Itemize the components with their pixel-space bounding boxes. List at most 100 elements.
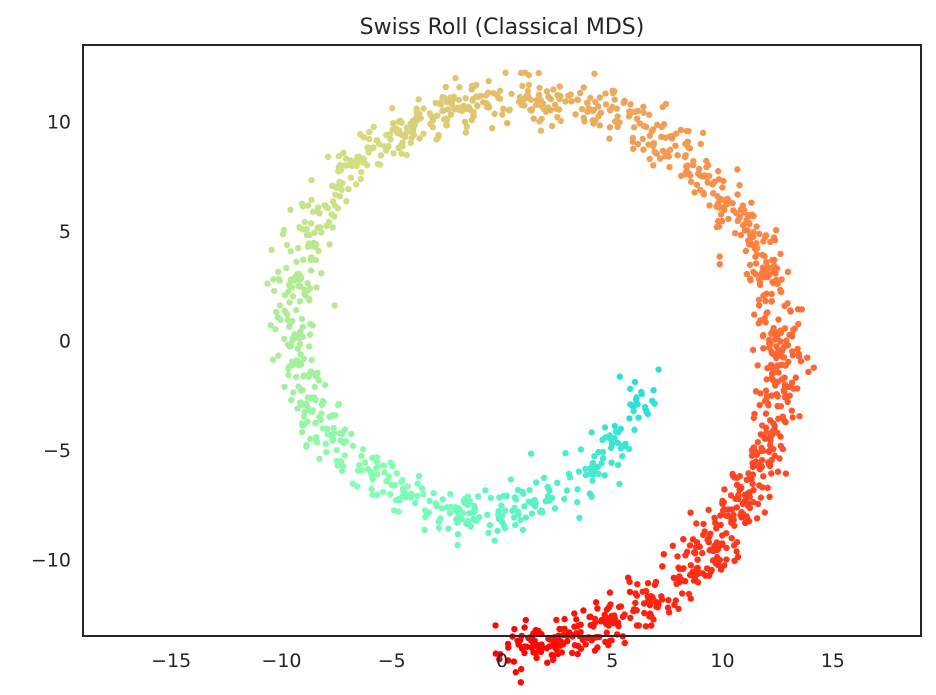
scatter-point (550, 86, 557, 93)
scatter-point (630, 145, 637, 152)
scatter-point (312, 396, 319, 404)
scatter-point (482, 92, 490, 99)
scatter-point (630, 408, 637, 415)
scatter-point (316, 455, 323, 463)
scatter-point (454, 542, 461, 549)
scatter-point (636, 120, 643, 127)
scatter-point (606, 589, 614, 596)
scatter-point (713, 553, 721, 561)
scatter-point (462, 95, 469, 102)
scatter-point (795, 353, 803, 360)
scatter-point (682, 140, 689, 148)
scatter-point (777, 338, 784, 345)
scatter-point (385, 473, 392, 480)
scatter-point (400, 492, 407, 500)
scatter-point (687, 172, 694, 179)
scatter-point (576, 514, 583, 521)
scatter-point (754, 439, 761, 446)
scatter-point (432, 99, 439, 107)
scatter-point (639, 135, 646, 143)
scatter-point (504, 657, 512, 664)
scatter-point (630, 124, 638, 131)
scatter-point (716, 204, 723, 211)
scatter-point (300, 355, 308, 362)
scatter-point (574, 96, 582, 104)
scatter-point (565, 92, 572, 100)
scatter-point (715, 545, 722, 552)
scatter-point (380, 488, 387, 496)
scatter-point (569, 649, 576, 657)
scatter-point (548, 122, 556, 130)
scatter-point (719, 184, 726, 191)
scatter-point (330, 424, 337, 432)
scatter-point (274, 314, 281, 321)
scatter-point (532, 650, 540, 657)
scatter-point (399, 477, 406, 484)
scatter-point (626, 588, 634, 596)
scatter-point (358, 168, 365, 176)
scatter-point (773, 265, 781, 272)
scatter-point (533, 642, 540, 649)
scatter-point (521, 643, 528, 650)
scatter-point (602, 101, 610, 108)
scatter-point (420, 491, 427, 498)
scatter-point (763, 258, 770, 266)
scatter-point (694, 556, 701, 563)
scatter-point (755, 302, 763, 309)
scatter-point (561, 495, 568, 503)
scatter-point (753, 515, 761, 522)
scatter-point (542, 498, 549, 505)
scatter-point (660, 551, 667, 558)
scatter-point (565, 629, 573, 636)
scatter-point (627, 110, 634, 117)
scatter-point (289, 336, 296, 344)
scatter-point (753, 223, 760, 230)
scatter-point (627, 385, 634, 392)
scatter-point (347, 174, 355, 181)
scatter-point (495, 515, 503, 523)
scatter-point (687, 509, 694, 516)
scatter-point (315, 247, 322, 255)
scatter-point (286, 320, 294, 327)
scatter-point (743, 270, 750, 278)
scatter-point (782, 470, 790, 477)
scatter-point (426, 497, 433, 504)
scatter-point (665, 597, 672, 604)
scatter-point (306, 343, 313, 350)
scatter-point (735, 491, 742, 499)
scatter-point (718, 217, 726, 225)
scatter-point (768, 470, 775, 477)
scatter-point (395, 127, 403, 134)
scatter-point (689, 536, 697, 543)
scatter-point (461, 118, 469, 126)
scatter-point (745, 500, 752, 507)
scatter-point (337, 430, 344, 437)
scatter-point (674, 152, 681, 159)
scatter-point (594, 644, 601, 651)
scatter-point (540, 474, 548, 481)
scatter-point (733, 210, 740, 217)
scatter-point (455, 96, 463, 104)
scatter-point (580, 607, 587, 614)
scatter-point (720, 499, 727, 506)
scatter-point (361, 459, 369, 466)
scatter-point (781, 325, 789, 332)
scatter-point (594, 605, 601, 612)
scatter-point (640, 109, 647, 116)
scatter-point (771, 237, 779, 244)
scatter-point (754, 362, 761, 369)
scatter-point (537, 648, 545, 655)
scatter-point (373, 465, 380, 472)
scatter-point (702, 572, 709, 579)
scatter-point (574, 650, 581, 658)
scatter-point (644, 598, 652, 605)
scatter-point (766, 493, 773, 500)
scatter-point (674, 553, 681, 560)
scatter-point (650, 387, 657, 394)
scatter-point (500, 105, 507, 113)
scatter-point (460, 497, 468, 504)
scatter-point (742, 247, 749, 255)
scatter-point (706, 202, 713, 209)
scatter-point (571, 642, 579, 649)
